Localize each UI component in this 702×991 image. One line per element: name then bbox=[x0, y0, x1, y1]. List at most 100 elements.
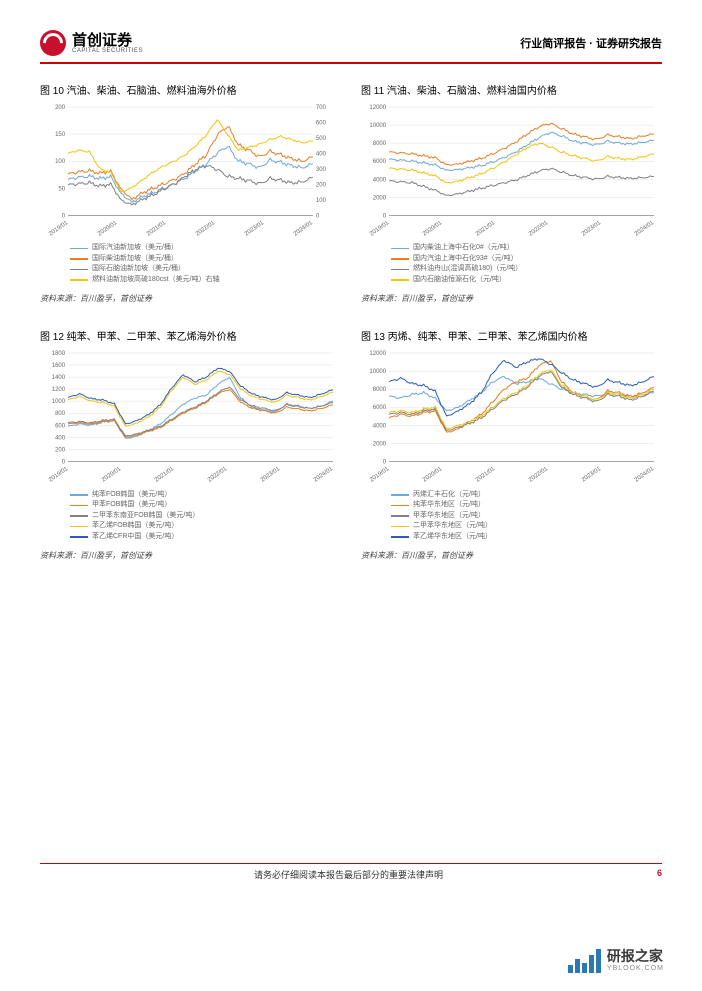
svg-text:200: 200 bbox=[55, 105, 66, 111]
chart-title: 图 11 汽油、柴油、石脑油、燃料油国内价格 bbox=[361, 82, 662, 97]
legend-item: 苯乙烯FOB韩国（美元/吨） bbox=[70, 521, 341, 532]
chart-c12: 图 12 纯苯、甲苯、二甲苯、苯乙烯海外价格020040060080010001… bbox=[40, 328, 341, 575]
svg-text:8000: 8000 bbox=[373, 141, 387, 147]
svg-text:2024/01: 2024/01 bbox=[634, 466, 656, 484]
svg-text:2000: 2000 bbox=[373, 442, 387, 448]
svg-text:1200: 1200 bbox=[52, 388, 66, 394]
chart-title: 图 13 丙烯、纯苯、甲苯、二甲苯、苯乙烯国内价格 bbox=[361, 328, 662, 343]
legend-item: 苯乙烯CFR中国（美元/吨） bbox=[70, 532, 341, 543]
svg-text:10000: 10000 bbox=[369, 370, 386, 376]
svg-text:50: 50 bbox=[58, 186, 65, 192]
svg-text:2000: 2000 bbox=[373, 195, 387, 201]
svg-text:800: 800 bbox=[55, 412, 66, 418]
svg-text:6000: 6000 bbox=[373, 406, 387, 412]
svg-text:2022/01: 2022/01 bbox=[528, 466, 550, 484]
legend-item: 二甲苯华东地区（元/吨） bbox=[391, 521, 662, 532]
chart-legend: 丙烯汇丰石化（元/吨）纯苯华东地区（元/吨）甲苯华东地区（元/吨）二甲苯华东地区… bbox=[361, 488, 662, 545]
watermark-en: YBLOOK.COM bbox=[607, 965, 664, 973]
svg-text:0: 0 bbox=[383, 460, 387, 466]
svg-text:10000: 10000 bbox=[369, 123, 386, 129]
legend-label: 燃料油新加坡高硫180cst（美元/吨）右轴 bbox=[92, 275, 220, 286]
legend-swatch bbox=[391, 515, 409, 517]
legend-item: 国内石脑油恒源石化（元/吨） bbox=[391, 275, 662, 286]
legend-swatch bbox=[70, 494, 88, 496]
header-report-type: 行业简评报告 · 证券研究报告 bbox=[520, 35, 662, 51]
charts-grid: 图 10 汽油、柴油、石脑油、燃料油海外价格050100150200010020… bbox=[40, 82, 662, 575]
legend-label: 国内柴油上海中石化0#（元/吨） bbox=[413, 243, 514, 254]
legend-label: 苯乙烯FOB韩国（美元/吨） bbox=[92, 521, 178, 532]
legend-item: 国际石脑油新加坡（美元/桶） bbox=[70, 264, 341, 275]
page-footer: 请务必仔细阅读本报告最后部分的重要法律声明 6 bbox=[40, 863, 662, 881]
svg-text:12000: 12000 bbox=[369, 351, 386, 357]
svg-text:1400: 1400 bbox=[52, 376, 66, 382]
svg-text:2020/01: 2020/01 bbox=[97, 220, 119, 238]
svg-text:1600: 1600 bbox=[52, 364, 66, 370]
legend-label: 国际汽油新加坡（美元/桶） bbox=[92, 243, 178, 254]
watermark-cn: 研报之家 bbox=[607, 949, 664, 964]
legend-item: 燃料油新加坡高硫180cst（美元/吨）右轴 bbox=[70, 275, 341, 286]
chart-svg: 0200040006000800010000120002019/012020/0… bbox=[361, 347, 662, 487]
chart-svg: 05010015020001002003004005006007002019/0… bbox=[40, 101, 341, 241]
chart-source: 资料来源：百川盈孚，首创证券 bbox=[40, 293, 341, 304]
legend-item: 燃料油舟山(混调高硫180)（元/吨） bbox=[391, 264, 662, 275]
legend-swatch bbox=[391, 248, 409, 250]
legend-swatch bbox=[70, 269, 88, 271]
svg-text:400: 400 bbox=[316, 151, 327, 157]
svg-text:2022/01: 2022/01 bbox=[195, 220, 217, 238]
legend-swatch bbox=[391, 279, 409, 281]
svg-text:8000: 8000 bbox=[373, 388, 387, 394]
legend-label: 二甲苯东南亚FOB韩国（美元/吨） bbox=[92, 511, 199, 522]
svg-text:6000: 6000 bbox=[373, 159, 387, 165]
footer-disclaimer: 请务必仔细阅读本报告最后部分的重要法律声明 bbox=[254, 868, 443, 881]
legend-item: 国际柴油新加坡（美元/桶） bbox=[70, 254, 341, 265]
legend-label: 燃料油舟山(混调高硫180)（元/吨） bbox=[413, 264, 522, 275]
svg-text:0: 0 bbox=[62, 460, 66, 466]
svg-text:2019/01: 2019/01 bbox=[48, 466, 70, 484]
legend-swatch bbox=[70, 505, 88, 507]
svg-text:2020/01: 2020/01 bbox=[422, 466, 444, 484]
legend-label: 国际柴油新加坡（美元/桶） bbox=[92, 254, 178, 265]
svg-text:600: 600 bbox=[55, 424, 66, 430]
svg-text:2021/01: 2021/01 bbox=[475, 466, 497, 484]
chart-source: 资料来源：百川盈孚，首创证券 bbox=[40, 550, 341, 561]
svg-text:1800: 1800 bbox=[52, 351, 66, 357]
svg-text:2021/01: 2021/01 bbox=[154, 466, 176, 484]
svg-text:100: 100 bbox=[316, 198, 327, 204]
watermark-bars-icon bbox=[568, 949, 601, 973]
legend-swatch bbox=[70, 258, 88, 260]
chart-c13: 图 13 丙烯、纯苯、甲苯、二甲苯、苯乙烯国内价格 0 2000 4000 6000 80… bbox=[361, 328, 662, 575]
legend-label: 纯苯FOB韩国（美元/吨） bbox=[92, 490, 171, 501]
legend-swatch bbox=[391, 258, 409, 260]
chart-legend: 国际汽油新加坡（美元/桶）国际柴油新加坡（美元/桶）国际石脑油新加坡（美元/桶）… bbox=[40, 241, 341, 287]
svg-text:2023/01: 2023/01 bbox=[244, 220, 266, 238]
svg-text:2022/01: 2022/01 bbox=[207, 466, 229, 484]
legend-swatch bbox=[70, 526, 88, 528]
chart-legend: 国内柴油上海中石化0#（元/吨）国内汽油上海中石化93#（元/吨）燃料油舟山(混… bbox=[361, 241, 662, 287]
svg-text:400: 400 bbox=[55, 436, 66, 442]
logo-cn-text: 首创证券 bbox=[72, 33, 143, 48]
svg-text:2020/01: 2020/01 bbox=[422, 220, 444, 238]
logo-icon bbox=[40, 30, 66, 56]
chart-c11: 图 11 汽油、柴油、石脑油、燃料油国内价格020004000600080001… bbox=[361, 82, 662, 318]
legend-item: 国内柴油上海中石化0#（元/吨） bbox=[391, 243, 662, 254]
svg-text:2021/01: 2021/01 bbox=[475, 220, 497, 238]
svg-text:100: 100 bbox=[55, 159, 66, 165]
svg-text:2021/01: 2021/01 bbox=[146, 220, 168, 238]
svg-text:2019/01: 2019/01 bbox=[48, 220, 70, 238]
svg-text:0: 0 bbox=[383, 213, 387, 219]
svg-text:2024/01: 2024/01 bbox=[634, 220, 656, 238]
svg-text:2023/01: 2023/01 bbox=[581, 220, 603, 238]
svg-text:2024/01: 2024/01 bbox=[293, 220, 315, 238]
svg-text:4000: 4000 bbox=[373, 424, 387, 430]
svg-text:500: 500 bbox=[316, 136, 327, 142]
chart-c10: 图 10 汽油、柴油、石脑油、燃料油海外价格050100150200010020… bbox=[40, 82, 341, 318]
svg-text:300: 300 bbox=[316, 167, 327, 173]
legend-item: 甲苯华东地区（元/吨） bbox=[391, 511, 662, 522]
svg-text:2020/01: 2020/01 bbox=[101, 466, 123, 484]
svg-text:12000: 12000 bbox=[369, 105, 386, 111]
legend-item: 纯苯华东地区（元/吨） bbox=[391, 500, 662, 511]
svg-text:200: 200 bbox=[316, 182, 327, 188]
svg-text:2024/01: 2024/01 bbox=[313, 466, 335, 484]
svg-text:2019/01: 2019/01 bbox=[369, 220, 391, 238]
legend-label: 二甲苯华东地区（元/吨） bbox=[413, 521, 492, 532]
